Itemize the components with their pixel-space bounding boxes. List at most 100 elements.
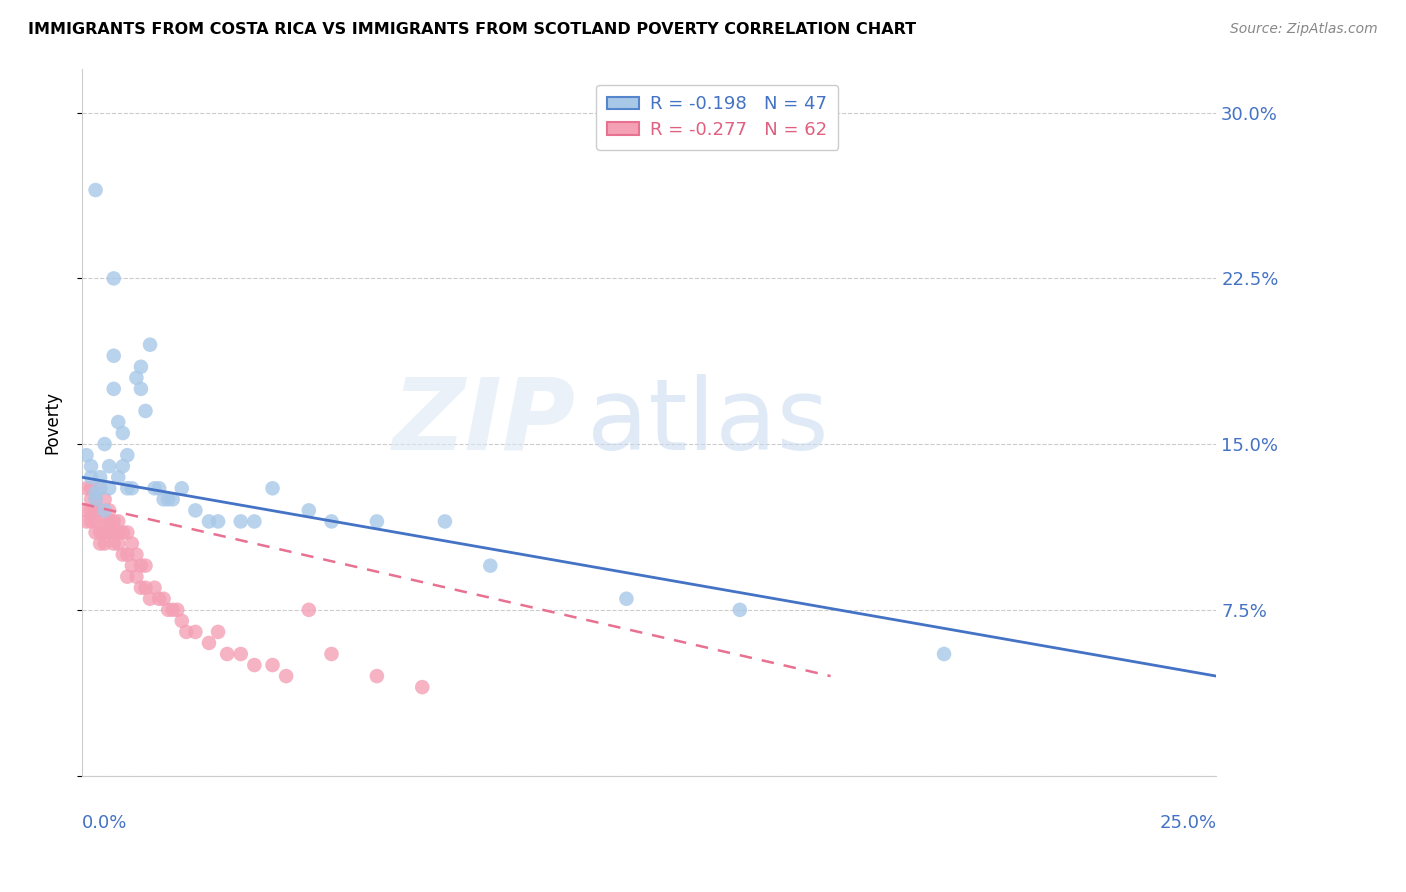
- Point: [80, 492, 103, 507]
- Point: [98, 481, 121, 495]
- Point: [93, 525, 115, 540]
- Point: [162, 603, 184, 617]
- Point: [134, 581, 156, 595]
- Point: [143, 481, 166, 495]
- Point: [93, 437, 115, 451]
- Point: [366, 669, 388, 683]
- Point: [117, 481, 139, 495]
- Point: [229, 647, 252, 661]
- Point: [366, 515, 388, 529]
- Point: [262, 658, 284, 673]
- Point: [80, 503, 103, 517]
- Point: [84, 492, 107, 507]
- Point: [107, 470, 129, 484]
- Point: [217, 647, 239, 661]
- Point: [93, 503, 115, 517]
- Point: [98, 525, 121, 540]
- Point: [84, 485, 107, 500]
- Point: [129, 359, 152, 374]
- Point: [184, 503, 207, 517]
- Point: [298, 603, 321, 617]
- Point: [143, 581, 166, 595]
- Point: [89, 470, 111, 484]
- Point: [98, 459, 121, 474]
- Point: [298, 503, 321, 517]
- Point: [728, 603, 751, 617]
- Point: [103, 382, 125, 396]
- Text: IMMIGRANTS FROM COSTA RICA VS IMMIGRANTS FROM SCOTLAND POVERTY CORRELATION CHART: IMMIGRANTS FROM COSTA RICA VS IMMIGRANTS…: [28, 22, 917, 37]
- Point: [84, 183, 107, 197]
- Point: [103, 525, 125, 540]
- Point: [80, 459, 103, 474]
- Point: [479, 558, 502, 573]
- Point: [80, 515, 103, 529]
- Point: [89, 481, 111, 495]
- Point: [89, 536, 111, 550]
- Point: [148, 481, 170, 495]
- Point: [229, 515, 252, 529]
- Point: [103, 271, 125, 285]
- Point: [157, 603, 180, 617]
- Point: [207, 515, 229, 529]
- Point: [125, 569, 148, 583]
- Point: [166, 603, 188, 617]
- Point: [321, 647, 343, 661]
- Point: [89, 481, 111, 495]
- Point: [148, 591, 170, 606]
- Point: [76, 503, 98, 517]
- Point: [111, 425, 134, 440]
- Point: [276, 669, 298, 683]
- Point: [80, 470, 103, 484]
- Legend: R = -0.198   N = 47, R = -0.277   N = 62: R = -0.198 N = 47, R = -0.277 N = 62: [596, 85, 838, 150]
- Point: [162, 492, 184, 507]
- Point: [121, 481, 143, 495]
- Point: [184, 624, 207, 639]
- Point: [111, 459, 134, 474]
- Point: [84, 503, 107, 517]
- Point: [243, 515, 266, 529]
- Point: [243, 658, 266, 673]
- Point: [932, 647, 955, 661]
- Point: [198, 515, 221, 529]
- Point: [152, 492, 174, 507]
- Point: [125, 548, 148, 562]
- Point: [616, 591, 638, 606]
- Point: [411, 680, 433, 694]
- Point: [207, 624, 229, 639]
- Point: [76, 448, 98, 462]
- Point: [157, 492, 180, 507]
- Point: [129, 382, 152, 396]
- Point: [103, 349, 125, 363]
- Point: [170, 614, 193, 628]
- Point: [84, 492, 107, 507]
- Point: [107, 415, 129, 429]
- Point: [121, 536, 143, 550]
- Text: atlas: atlas: [586, 374, 828, 470]
- Point: [107, 536, 129, 550]
- Point: [89, 525, 111, 540]
- Point: [125, 371, 148, 385]
- Text: ZIP: ZIP: [392, 374, 575, 470]
- Point: [117, 525, 139, 540]
- Point: [433, 515, 456, 529]
- Point: [76, 515, 98, 529]
- Point: [117, 448, 139, 462]
- Point: [111, 548, 134, 562]
- Point: [93, 492, 115, 507]
- Point: [262, 481, 284, 495]
- Point: [121, 558, 143, 573]
- Point: [93, 515, 115, 529]
- Point: [139, 591, 162, 606]
- Text: Source: ZipAtlas.com: Source: ZipAtlas.com: [1230, 22, 1378, 37]
- Point: [176, 624, 198, 639]
- Point: [103, 536, 125, 550]
- Text: 0.0%: 0.0%: [82, 814, 128, 832]
- Point: [89, 503, 111, 517]
- Point: [129, 581, 152, 595]
- Point: [107, 525, 129, 540]
- Point: [107, 515, 129, 529]
- Point: [98, 503, 121, 517]
- Point: [98, 515, 121, 529]
- Y-axis label: Poverty: Poverty: [44, 391, 60, 453]
- Point: [117, 569, 139, 583]
